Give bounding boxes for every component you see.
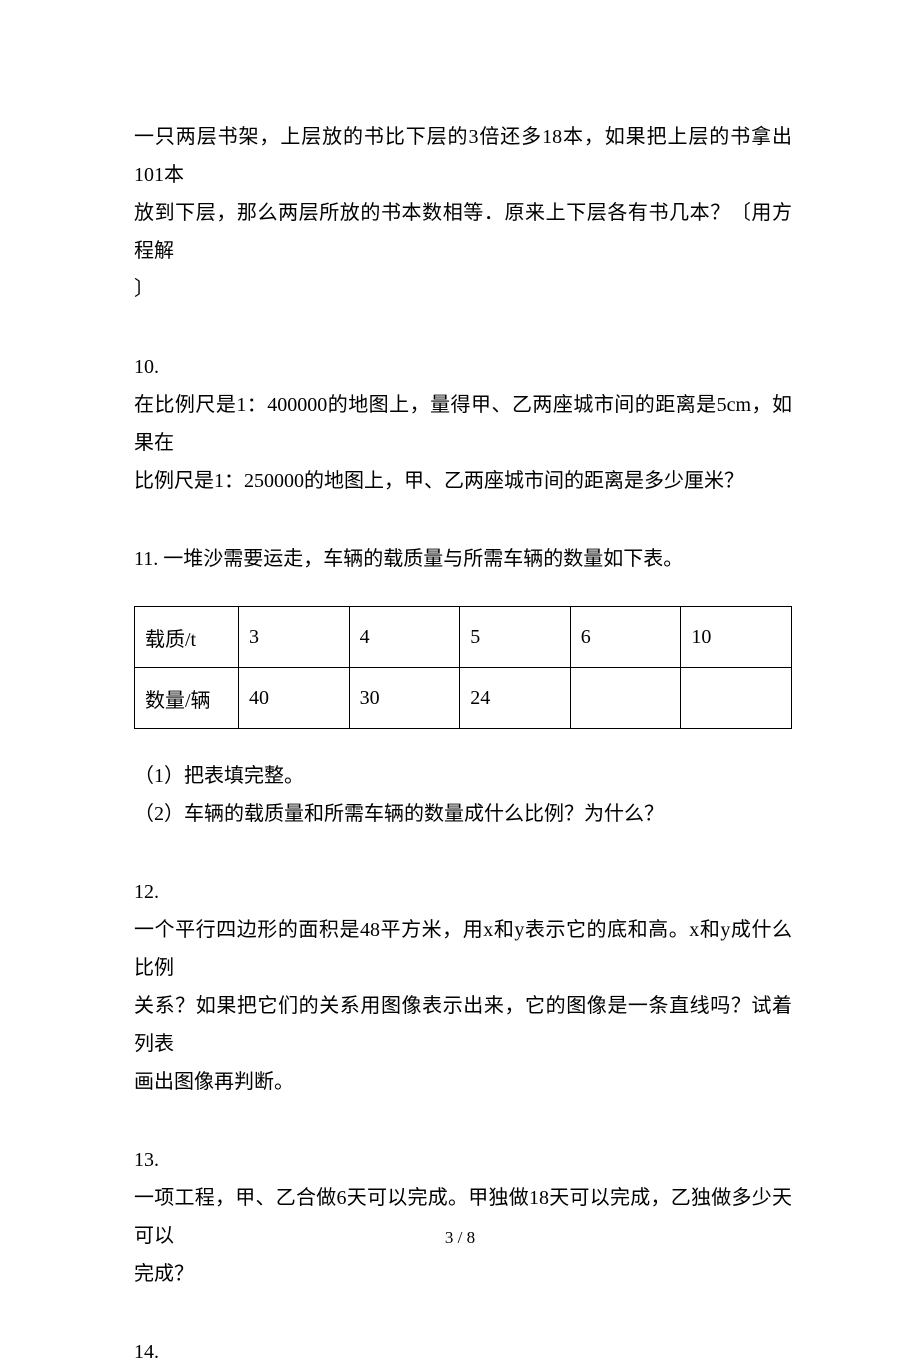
table-cell: 4 <box>349 607 460 668</box>
q11-intro: 11. 一堆沙需要运走，车辆的载质量与所需车辆的数量如下表。 <box>134 540 792 578</box>
q10-number: 10. <box>134 348 792 386</box>
q10-line2: 比例尺是1：250000的地图上，甲、乙两座城市间的距离是多少厘米？ <box>134 462 792 500</box>
q14-number: 14. <box>134 1333 792 1371</box>
q11-sub1: （1）把表填完整。 <box>134 757 792 795</box>
page-footer: 3 / 8 <box>0 1228 920 1248</box>
q11-sub2: （2）车辆的载质量和所需车辆的数量成什么比例？为什么？ <box>134 795 792 833</box>
q12-line1: 一个平行四边形的面积是48平方米，用x和y表示它的底和高。x和y成什么比例 <box>134 911 792 987</box>
q9-line1: 一只两层书架，上层放的书比下层的3倍还多18本，如果把上层的书拿出101本 <box>134 118 792 194</box>
q9-line3: 〕 <box>134 270 792 308</box>
table-cell: 5 <box>460 607 571 668</box>
table-cell: 6 <box>570 607 681 668</box>
table-cell: 载质/t <box>135 607 239 668</box>
table-cell <box>681 668 792 729</box>
document-page: 一只两层书架，上层放的书比下层的3倍还多18本，如果把上层的书拿出101本 放到… <box>0 0 920 1302</box>
q13-number: 13. <box>134 1141 792 1179</box>
q12-number: 12. <box>134 873 792 911</box>
q9-line2: 放到下层，那么两层所放的书本数相等．原来上下层各有书几本？〔用方程解 <box>134 194 792 270</box>
table-row: 数量/辆 40 30 24 <box>135 668 792 729</box>
table-cell: 40 <box>239 668 350 729</box>
table-row: 载质/t 3 4 5 6 10 <box>135 607 792 668</box>
table-cell: 数量/辆 <box>135 668 239 729</box>
q13-line2: 完成？ <box>134 1255 792 1293</box>
table-cell: 3 <box>239 607 350 668</box>
table-cell: 30 <box>349 668 460 729</box>
q12-line2: 关系？如果把它们的关系用图像表示出来，它的图像是一条直线吗？试着列表 <box>134 987 792 1063</box>
table-cell <box>570 668 681 729</box>
q10-line1: 在比例尺是1：400000的地图上，量得甲、乙两座城市间的距离是5cm，如果在 <box>134 386 792 462</box>
q11-table: 载质/t 3 4 5 6 10 数量/辆 40 30 24 <box>134 606 792 729</box>
table-cell: 10 <box>681 607 792 668</box>
q12-line3: 画出图像再判断。 <box>134 1063 792 1101</box>
table-cell: 24 <box>460 668 571 729</box>
